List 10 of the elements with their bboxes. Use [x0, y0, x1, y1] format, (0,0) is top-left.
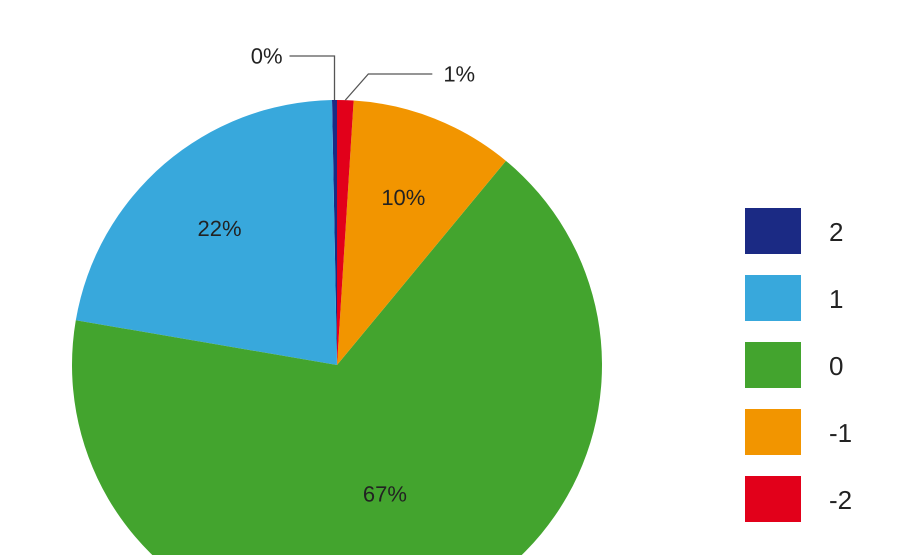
- data-label: 0%: [250, 44, 282, 68]
- legend-label: 1: [829, 284, 844, 314]
- legend-label: -1: [829, 418, 852, 448]
- data-label: 10%: [381, 184, 426, 210]
- legend-label: 2: [829, 217, 844, 247]
- data-label: 1%: [443, 62, 476, 86]
- data-label: 22%: [198, 216, 242, 241]
- legend-label: -2: [829, 485, 852, 515]
- data-label: 67%: [362, 482, 407, 507]
- legend-label: 0: [829, 351, 844, 381]
